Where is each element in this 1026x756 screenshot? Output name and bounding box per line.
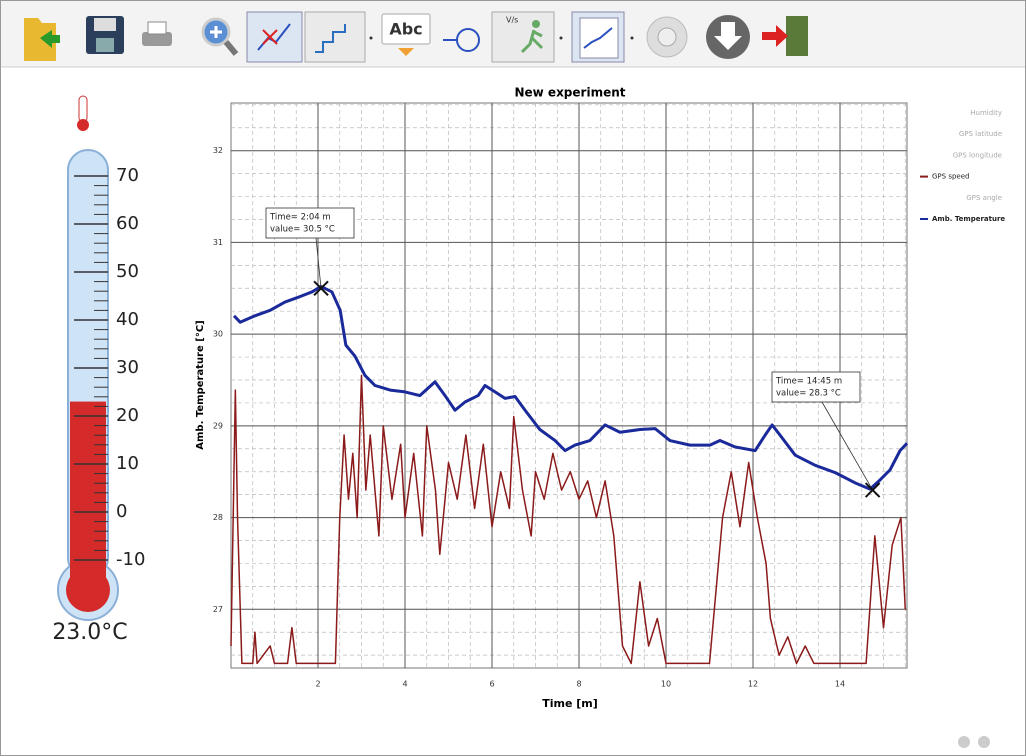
x-tick-label: 6 [489,680,494,689]
x-tick-label: 4 [402,680,407,689]
y-axis-label: Amb. Temperature [°C] [195,320,206,450]
x-tick-label: 14 [835,680,845,689]
x-tick-label: 12 [748,680,758,689]
plot-style-button[interactable] [305,12,373,62]
record-button[interactable] [647,17,687,57]
annotation-text: value= 30.5 °C [270,225,335,235]
y-tick-label: 30 [213,330,223,339]
thermometer-tick-label: 40 [116,309,139,330]
thermometer-tick-label: 70 [116,165,139,186]
thermometer-tick-label: 60 [116,213,139,234]
legend-entry: Amb. Temperature [932,215,1005,223]
x-tick-label: 2 [315,680,320,689]
chart-title: New experiment [514,86,625,100]
thermometer-tick-label: 0 [116,501,127,522]
thermometer-tick-label: -10 [116,549,145,570]
annotation-text: Time= 14:45 m [775,377,842,387]
annotation-text: Time= 2:04 m [269,213,331,223]
legend-entry: GPS latitude [959,130,1002,138]
x-tick-label: 8 [576,680,581,689]
y-tick-label: 31 [213,238,223,247]
speed-button[interactable]: V/s [492,12,563,62]
legend-entry: GPS angle [966,194,1002,202]
speed-button-label: V/s [506,16,518,25]
text-button-label: Abc [389,20,422,39]
cursor-button[interactable] [247,12,302,62]
save-button[interactable] [86,16,124,54]
thermometer-fill [70,402,106,590]
thermometer-tick-label: 30 [116,357,139,378]
legend-entry: GPS speed [932,173,969,181]
y-tick-label: 29 [213,421,223,430]
download-button[interactable] [706,15,750,59]
thermometer-tick-label: 20 [116,405,139,426]
y-tick-label: 27 [213,605,223,614]
y-tick-label: 32 [213,146,223,155]
thermometer-tick-label: 10 [116,453,139,474]
x-axis-label: Time [m] [542,697,598,710]
annotation-text: value= 28.3 °C [776,389,841,399]
x-tick-label: 10 [661,680,671,689]
scale-button[interactable] [572,12,634,62]
thermometer-tick-label: 50 [116,261,139,282]
y-tick-label: 28 [213,513,223,522]
app-window: Abc V/s New experiment Time [m] Amb. Tem… [0,0,1026,756]
thermometer-readout: 23.0°C [52,620,127,645]
legend-entry: Humidity [970,109,1002,117]
legend-entry: GPS longitude [953,151,1002,159]
open-button[interactable] [24,18,60,61]
